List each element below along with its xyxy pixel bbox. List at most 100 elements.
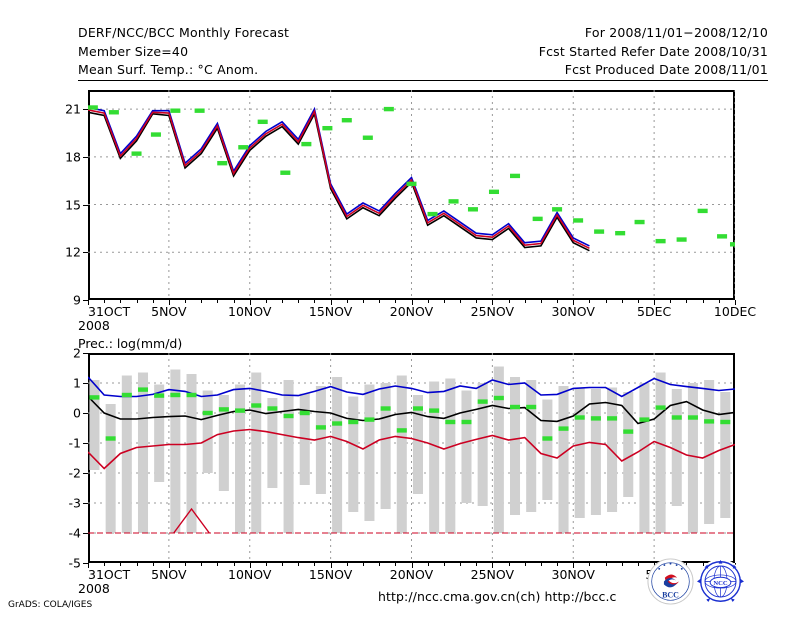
x-minor-tick <box>443 563 445 566</box>
x-minor-tick <box>670 300 672 303</box>
x-minor-tick <box>686 300 688 303</box>
x-minor-tick <box>735 300 736 303</box>
x-minor-tick <box>573 300 575 303</box>
x-minor-tick <box>460 563 462 566</box>
x-minor-tick <box>88 563 89 566</box>
x-minor-tick <box>233 300 235 303</box>
x-minor-tick <box>201 300 203 303</box>
x-minor-tick <box>735 563 736 566</box>
header: DERF/NCC/BCC Monthly Forecast Member Siz… <box>78 24 768 80</box>
x-minor-tick <box>120 300 122 303</box>
x-minor-tick <box>621 300 623 303</box>
temperature-x-year-label: 2008 <box>78 318 110 333</box>
x-tick-label: 30NOV <box>551 304 595 319</box>
x-tick-label: 5NOV <box>151 567 187 582</box>
x-minor-tick <box>589 563 591 566</box>
header-divider <box>78 80 768 81</box>
x-minor-tick <box>654 300 656 303</box>
x-minor-tick <box>460 300 462 303</box>
x-minor-tick <box>589 300 591 303</box>
x-minor-tick <box>104 563 106 566</box>
x-minor-tick <box>314 300 316 303</box>
x-minor-tick <box>427 300 429 303</box>
x-minor-tick <box>718 300 720 303</box>
y-tick-mark <box>83 204 88 206</box>
y-tick-mark <box>83 533 88 534</box>
x-tick-label: 5DEC <box>637 304 672 319</box>
footer-urls[interactable]: http://ncc.cma.gov.cn(ch) http://bcc.c <box>378 589 617 604</box>
x-minor-tick <box>152 300 154 303</box>
x-minor-tick <box>217 300 219 303</box>
x-minor-tick <box>557 563 559 566</box>
y-tick-mark <box>83 109 88 111</box>
header-forecast-period: For 2008/11/01−2008/12/10 <box>584 25 768 40</box>
x-minor-tick <box>346 300 348 303</box>
y-tick-mark <box>83 413 88 414</box>
x-minor-tick <box>136 300 138 303</box>
y-tick-label: 9 <box>73 292 81 308</box>
x-minor-tick <box>508 300 510 303</box>
x-tick-label: 15NOV <box>308 567 353 582</box>
y-tick-label: 15 <box>65 197 81 213</box>
x-minor-tick <box>508 563 510 566</box>
temperature-plot: 9 12 15 18 21 31OCT 5NOV 10NOV 15NOV 20NOV 25NOV 30… <box>65 90 756 319</box>
header-refer-date: Fcst Started Refer Date 2008/10/31 <box>538 43 768 59</box>
svg-text:BCC: BCC <box>662 590 679 599</box>
x-minor-tick <box>168 300 170 303</box>
x-minor-tick <box>427 563 429 566</box>
y-tick-label: -5 <box>68 555 81 571</box>
x-minor-tick <box>249 300 251 303</box>
x-tick-label: 30NOV <box>551 567 595 582</box>
y-tick-label: -1 <box>68 435 81 451</box>
x-tick-label: 10DEC <box>713 304 757 319</box>
x-minor-tick <box>702 563 704 566</box>
y-tick-mark <box>83 156 88 158</box>
header-left-block: DERF/NCC/BCC Monthly Forecast Member Siz… <box>78 24 289 80</box>
x-minor-tick <box>605 563 607 566</box>
x-tick-label: 20NOV <box>389 567 434 582</box>
y-tick-mark <box>83 443 88 444</box>
x-minor-tick <box>637 563 639 566</box>
x-minor-tick <box>233 563 235 566</box>
x-minor-tick <box>201 563 203 566</box>
y-tick-label: -2 <box>68 465 81 481</box>
x-minor-tick <box>168 563 170 566</box>
header-variable: Mean Surf. Temp.: °C Anom. <box>78 62 259 77</box>
x-minor-tick <box>314 563 316 566</box>
precipitation-plot-title: Prec.: log(mm/d) <box>78 336 183 351</box>
header-title: DERF/NCC/BCC Monthly Forecast <box>78 25 290 40</box>
x-minor-tick <box>686 563 688 566</box>
x-minor-tick <box>411 300 413 303</box>
y-tick-mark <box>83 563 88 564</box>
x-tick-label: 20NOV <box>389 304 434 319</box>
x-minor-tick <box>249 563 251 566</box>
ncc-logo: NCC <box>697 558 744 605</box>
x-minor-tick <box>265 300 267 303</box>
x-minor-tick <box>379 300 381 303</box>
x-minor-tick <box>443 300 445 303</box>
x-minor-tick <box>540 300 542 303</box>
x-minor-tick <box>476 300 478 303</box>
x-minor-tick <box>540 563 542 566</box>
x-minor-tick <box>524 563 526 566</box>
x-minor-tick <box>330 563 332 566</box>
x-minor-tick <box>362 563 364 566</box>
x-tick-label: 25NOV <box>470 567 515 582</box>
x-minor-tick <box>362 300 364 303</box>
x-minor-tick <box>654 563 656 566</box>
x-minor-tick <box>395 563 397 566</box>
y-tick-label: 2 <box>73 345 81 361</box>
temperature-plot-area <box>88 90 735 300</box>
header-produced-date: Fcst Produced Date 2008/11/01 <box>564 62 768 77</box>
x-minor-tick <box>557 300 559 303</box>
x-minor-tick <box>185 563 187 566</box>
y-tick-label: 12 <box>65 244 81 260</box>
x-tick-label: 31OCT <box>88 304 131 319</box>
x-minor-tick <box>282 563 284 566</box>
x-tick-label: 10NOV <box>228 304 272 319</box>
bcc-logo: BCC <box>647 558 694 605</box>
y-tick-label: -4 <box>68 525 81 541</box>
x-tick-label: 31OCT <box>88 567 131 582</box>
precipitation-x-year-label: 2008 <box>78 581 110 596</box>
